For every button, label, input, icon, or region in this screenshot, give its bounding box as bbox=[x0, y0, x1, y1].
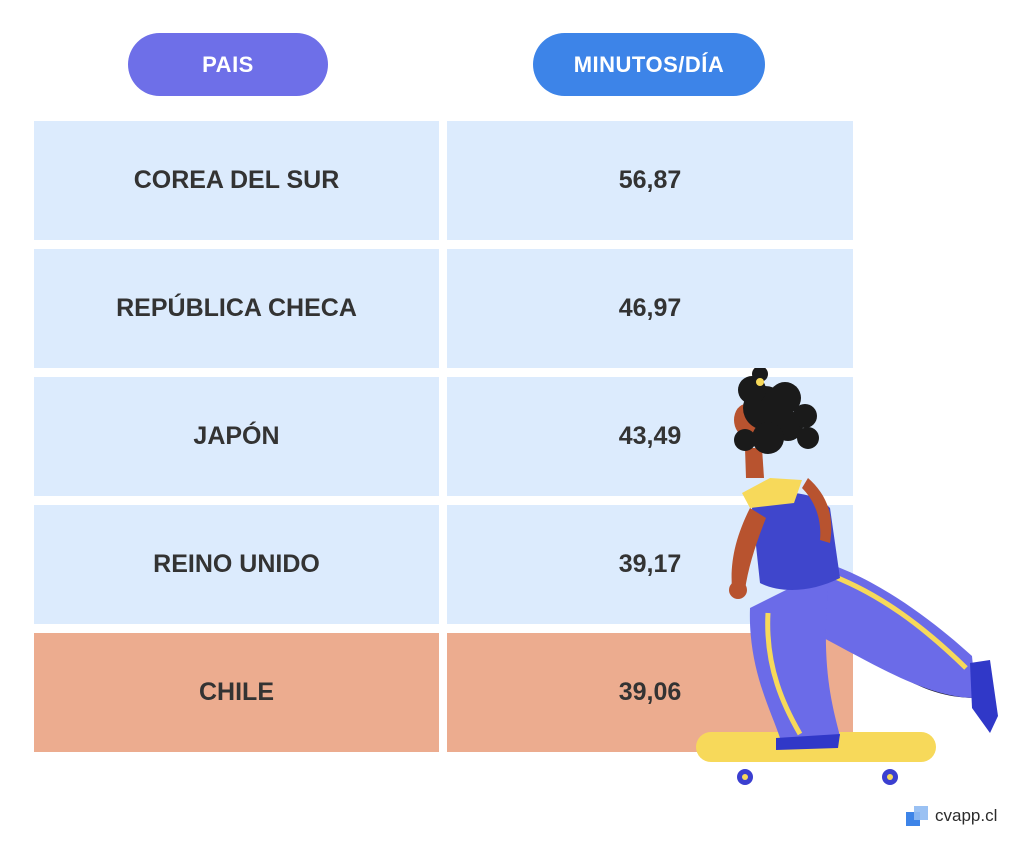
country-cell: REPÚBLICA CHECA bbox=[34, 249, 439, 368]
country-cell: CHILE bbox=[34, 633, 439, 752]
column-header-minutes: MINUTOS/DÍA bbox=[533, 33, 765, 96]
skateboarder-illustration bbox=[696, 368, 998, 785]
minutes-cell: 46,97 bbox=[447, 249, 853, 368]
cvapp-logo: cvapp.cl bbox=[906, 806, 997, 826]
minutes-cell: 56,87 bbox=[447, 121, 853, 240]
logo-text: cvapp.cl bbox=[935, 806, 998, 825]
cvapp-logo-icon bbox=[906, 806, 928, 826]
column-header-country: PAIS bbox=[128, 33, 328, 96]
country-cell: REINO UNIDO bbox=[34, 505, 439, 624]
country-cell: JAPÓN bbox=[34, 377, 439, 496]
country-cell: COREA DEL SUR bbox=[34, 121, 439, 240]
